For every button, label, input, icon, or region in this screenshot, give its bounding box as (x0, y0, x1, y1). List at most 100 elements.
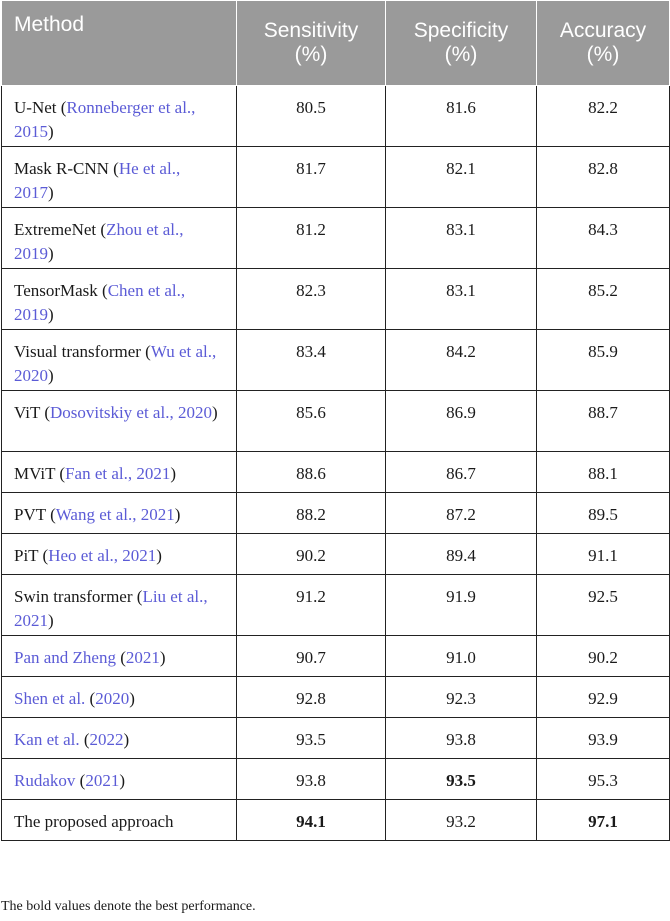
accuracy-cell: 95.3 (536, 758, 670, 800)
table-body: U-Net (Ronneberger et al., 2015) 80.5 81… (1, 85, 670, 841)
method-cell: The proposed approach (1, 799, 237, 841)
method-cell: Kan et al. (2022) (1, 717, 237, 759)
specificity-cell: 91.9 (385, 574, 537, 636)
table-row: MViT (Fan et al., 2021) 88.6 86.7 88.1 (1, 451, 670, 493)
citation-link[interactable]: Heo et al., 2021 (48, 546, 157, 565)
table-row: Visual transformer (Wu et al., 2020) 83.… (1, 329, 670, 391)
specificity-cell: 82.1 (385, 146, 537, 208)
table-row: Rudakov (2021) 93.8 93.5 95.3 (1, 758, 670, 800)
header-sensitivity-label: Sensitivity (263, 19, 359, 42)
table-row: PVT (Wang et al., 2021) 88.2 87.2 89.5 (1, 492, 670, 534)
table-row: ExtremeNet (Zhou et al., 2019) 81.2 83.1… (1, 207, 670, 269)
header-accuracy: Accuracy (%) (536, 0, 670, 86)
specificity-cell: 87.2 (385, 492, 537, 534)
citation-author-link[interactable]: Rudakov (14, 771, 76, 790)
sensitivity-cell: 91.2 (236, 574, 386, 636)
method-cell: Mask R-CNN (He et al., 2017) (1, 146, 237, 208)
citation-year-link[interactable]: 2022 (89, 730, 124, 749)
accuracy-cell: 88.1 (536, 451, 670, 493)
method-name: TensorMask (14, 281, 98, 300)
method-name: Mask R-CNN (14, 159, 109, 178)
specificity-cell: 83.1 (385, 207, 537, 269)
header-sensitivity-unit: (%) (294, 43, 328, 66)
table-row: The proposed approach 94.1 93.2 97.1 (1, 799, 670, 841)
table-row: Kan et al. (2022) 93.5 93.8 93.9 (1, 717, 670, 759)
specificity-cell: 89.4 (385, 533, 537, 575)
header-specificity-label: Specificity (413, 19, 509, 42)
method-cell: Visual transformer (Wu et al., 2020) (1, 329, 237, 391)
method-name: Swin transformer (14, 587, 133, 606)
accuracy-cell: 85.9 (536, 329, 670, 391)
accuracy-cell: 82.8 (536, 146, 670, 208)
method-name: PiT (14, 546, 39, 565)
header-accuracy-label: Accuracy (559, 19, 647, 42)
citation-link[interactable]: Ronneberger et al., 2015 (14, 98, 196, 141)
specificity-cell: 83.1 (385, 268, 537, 330)
accuracy-cell: 85.2 (536, 268, 670, 330)
table-row: PiT (Heo et al., 2021) 90.2 89.4 91.1 (1, 533, 670, 575)
method-cell: TensorMask (Chen et al., 2019) (1, 268, 237, 330)
header-specificity: Specificity (%) (385, 0, 537, 86)
table-row: U-Net (Ronneberger et al., 2015) 80.5 81… (1, 85, 670, 147)
citation-link[interactable]: Dosovitskiy et al., 2020 (49, 403, 212, 422)
method-name: The proposed approach (14, 812, 174, 831)
header-method: Method (1, 0, 237, 86)
citation-link[interactable]: Wu et al., 2020 (14, 342, 217, 385)
accuracy-cell: 90.2 (536, 635, 670, 677)
table-header: Method Sensitivity (%) Specificity (%) A… (1, 0, 670, 86)
sensitivity-cell-best: 94.1 (236, 799, 386, 841)
accuracy-cell: 88.7 (536, 390, 670, 452)
header-sensitivity: Sensitivity (%) (236, 0, 386, 86)
citation-year-link[interactable]: 2020 (95, 689, 130, 708)
specificity-cell: 86.7 (385, 451, 537, 493)
citation-link[interactable]: Liu et al., 2021 (14, 587, 208, 630)
citation-author-link[interactable]: Shen et al. (14, 689, 86, 708)
specificity-cell: 84.2 (385, 329, 537, 391)
specificity-cell: 91.0 (385, 635, 537, 677)
method-cell: ExtremeNet (Zhou et al., 2019) (1, 207, 237, 269)
citation-author-link[interactable]: Pan and Zheng (14, 648, 116, 667)
table-footnote: The bold values denote the best performa… (1, 899, 256, 914)
sensitivity-cell: 83.4 (236, 329, 386, 391)
method-name: PVT (14, 505, 46, 524)
accuracy-cell: 82.2 (536, 85, 670, 147)
citation-link[interactable]: Fan et al., 2021 (65, 464, 171, 483)
method-cell: Shen et al. (2020) (1, 676, 237, 718)
method-cell: PVT (Wang et al., 2021) (1, 492, 237, 534)
method-name: U-Net (14, 98, 57, 117)
citation-link[interactable]: Zhou et al., 2019 (14, 220, 184, 263)
method-cell: PiT (Heo et al., 2021) (1, 533, 237, 575)
method-cell: Rudakov (2021) (1, 758, 237, 800)
accuracy-cell: 91.1 (536, 533, 670, 575)
citation-author-link[interactable]: Kan et al. (14, 730, 80, 749)
accuracy-cell: 92.9 (536, 676, 670, 718)
citation-link[interactable]: Wang et al., 2021 (55, 505, 175, 524)
sensitivity-cell: 90.2 (236, 533, 386, 575)
method-name: MViT (14, 464, 56, 483)
table-row: Pan and Zheng (2021) 90.7 91.0 90.2 (1, 635, 670, 677)
citation-link[interactable]: He et al., 2017 (14, 159, 181, 202)
sensitivity-cell: 80.5 (236, 85, 386, 147)
table-row: ViT (Dosovitskiy et al., 2020) 85.6 86.9… (1, 390, 670, 452)
accuracy-cell-best: 97.1 (536, 799, 670, 841)
header-accuracy-unit: (%) (586, 43, 620, 66)
specificity-cell: 81.6 (385, 85, 537, 147)
table-row: Swin transformer (Liu et al., 2021) 91.2… (1, 574, 670, 636)
citation-year-link[interactable]: 2021 (125, 648, 160, 667)
specificity-cell: 93.8 (385, 717, 537, 759)
results-table: Method Sensitivity (%) Specificity (%) A… (1, 0, 670, 841)
method-name: ExtremeNet (14, 220, 97, 239)
sensitivity-cell: 88.6 (236, 451, 386, 493)
table-row: Shen et al. (2020) 92.8 92.3 92.9 (1, 676, 670, 718)
accuracy-cell: 93.9 (536, 717, 670, 759)
header-row: Method Sensitivity (%) Specificity (%) A… (1, 0, 670, 86)
citation-year-link[interactable]: 2021 (85, 771, 120, 790)
method-cell: ViT (Dosovitskiy et al., 2020) (1, 390, 237, 452)
sensitivity-cell: 88.2 (236, 492, 386, 534)
header-specificity-unit: (%) (444, 43, 478, 66)
specificity-cell: 92.3 (385, 676, 537, 718)
citation-link[interactable]: Chen et al., 2019 (14, 281, 186, 324)
method-cell: U-Net (Ronneberger et al., 2015) (1, 85, 237, 147)
method-name: ViT (14, 403, 41, 422)
sensitivity-cell: 81.2 (236, 207, 386, 269)
